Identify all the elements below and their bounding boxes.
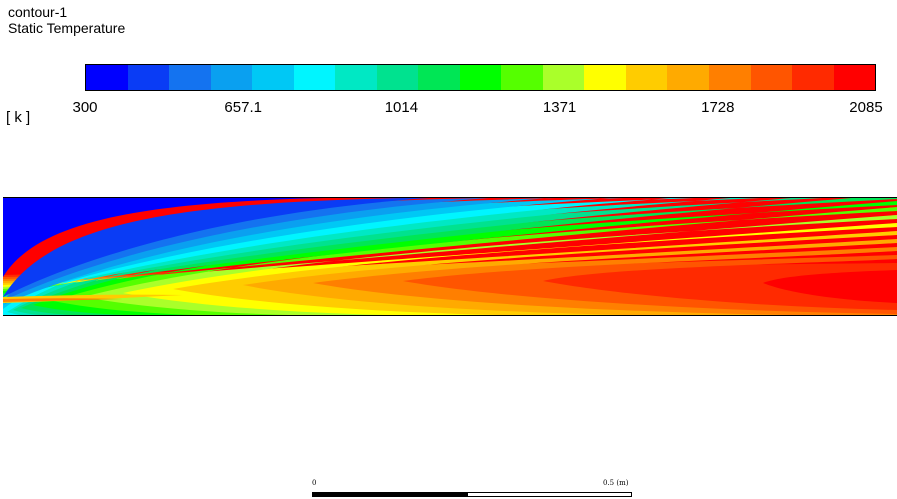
colorbar-swatch [252, 65, 294, 90]
contour-band-1 [3, 197, 423, 277]
colorbar-swatch [459, 65, 502, 90]
colorbar-tick-label: 657.1 [224, 99, 262, 116]
colorbar-tick-label: 300 [72, 99, 98, 116]
colorbar-tick-label: 2085 [849, 99, 883, 116]
scale-bar-left-label: 0 [312, 479, 317, 487]
colorbar-swatch [501, 65, 543, 90]
colorbar-swatch [418, 65, 460, 90]
contour-name: contour-1 [8, 4, 68, 20]
scale-bar-right-label: 0.5 (m) [603, 479, 629, 487]
contour-band-2 [3, 197, 483, 297]
colorbar-swatch [667, 65, 709, 90]
scale-bar-white-segment [467, 492, 632, 497]
contour-band-11 [3, 207, 897, 316]
colorbar-swatch [750, 65, 793, 90]
colorbar-swatch [708, 65, 751, 90]
colorbar-swatch [127, 65, 170, 90]
contour-core-hotter [3, 298, 123, 302]
scale-bar: 0 0.5 (m) [312, 479, 632, 499]
contour-band-14 [3, 231, 897, 316]
colorbar-swatch [210, 65, 253, 90]
contour-plot-svg [3, 197, 897, 316]
colorbar [85, 64, 876, 91]
contour-variable: Static Temperature [8, 20, 126, 36]
contour-title: contour-1 Static Temperature [8, 4, 125, 36]
colorbar-swatch [335, 65, 377, 90]
colorbar-swatch [833, 65, 876, 90]
colorbar-swatch [293, 65, 336, 90]
colorbar-tick-label: 1371 [542, 99, 577, 116]
colorbar-swatch [169, 65, 211, 90]
colorbar-tick-label: 1728 [701, 99, 735, 116]
contour-plot [3, 197, 897, 316]
colorbar-unit-label: [ k ] [6, 109, 31, 126]
colorbar-swatch [376, 65, 419, 90]
colorbar-swatch [792, 65, 834, 90]
colorbar-tick-label: 1014 [384, 99, 419, 116]
scale-bar-black-segment [312, 492, 467, 497]
colorbar-swatch [542, 65, 585, 90]
colorbar-swatch [86, 65, 128, 90]
colorbar-swatch [584, 65, 626, 90]
colorbar-swatch [625, 65, 668, 90]
